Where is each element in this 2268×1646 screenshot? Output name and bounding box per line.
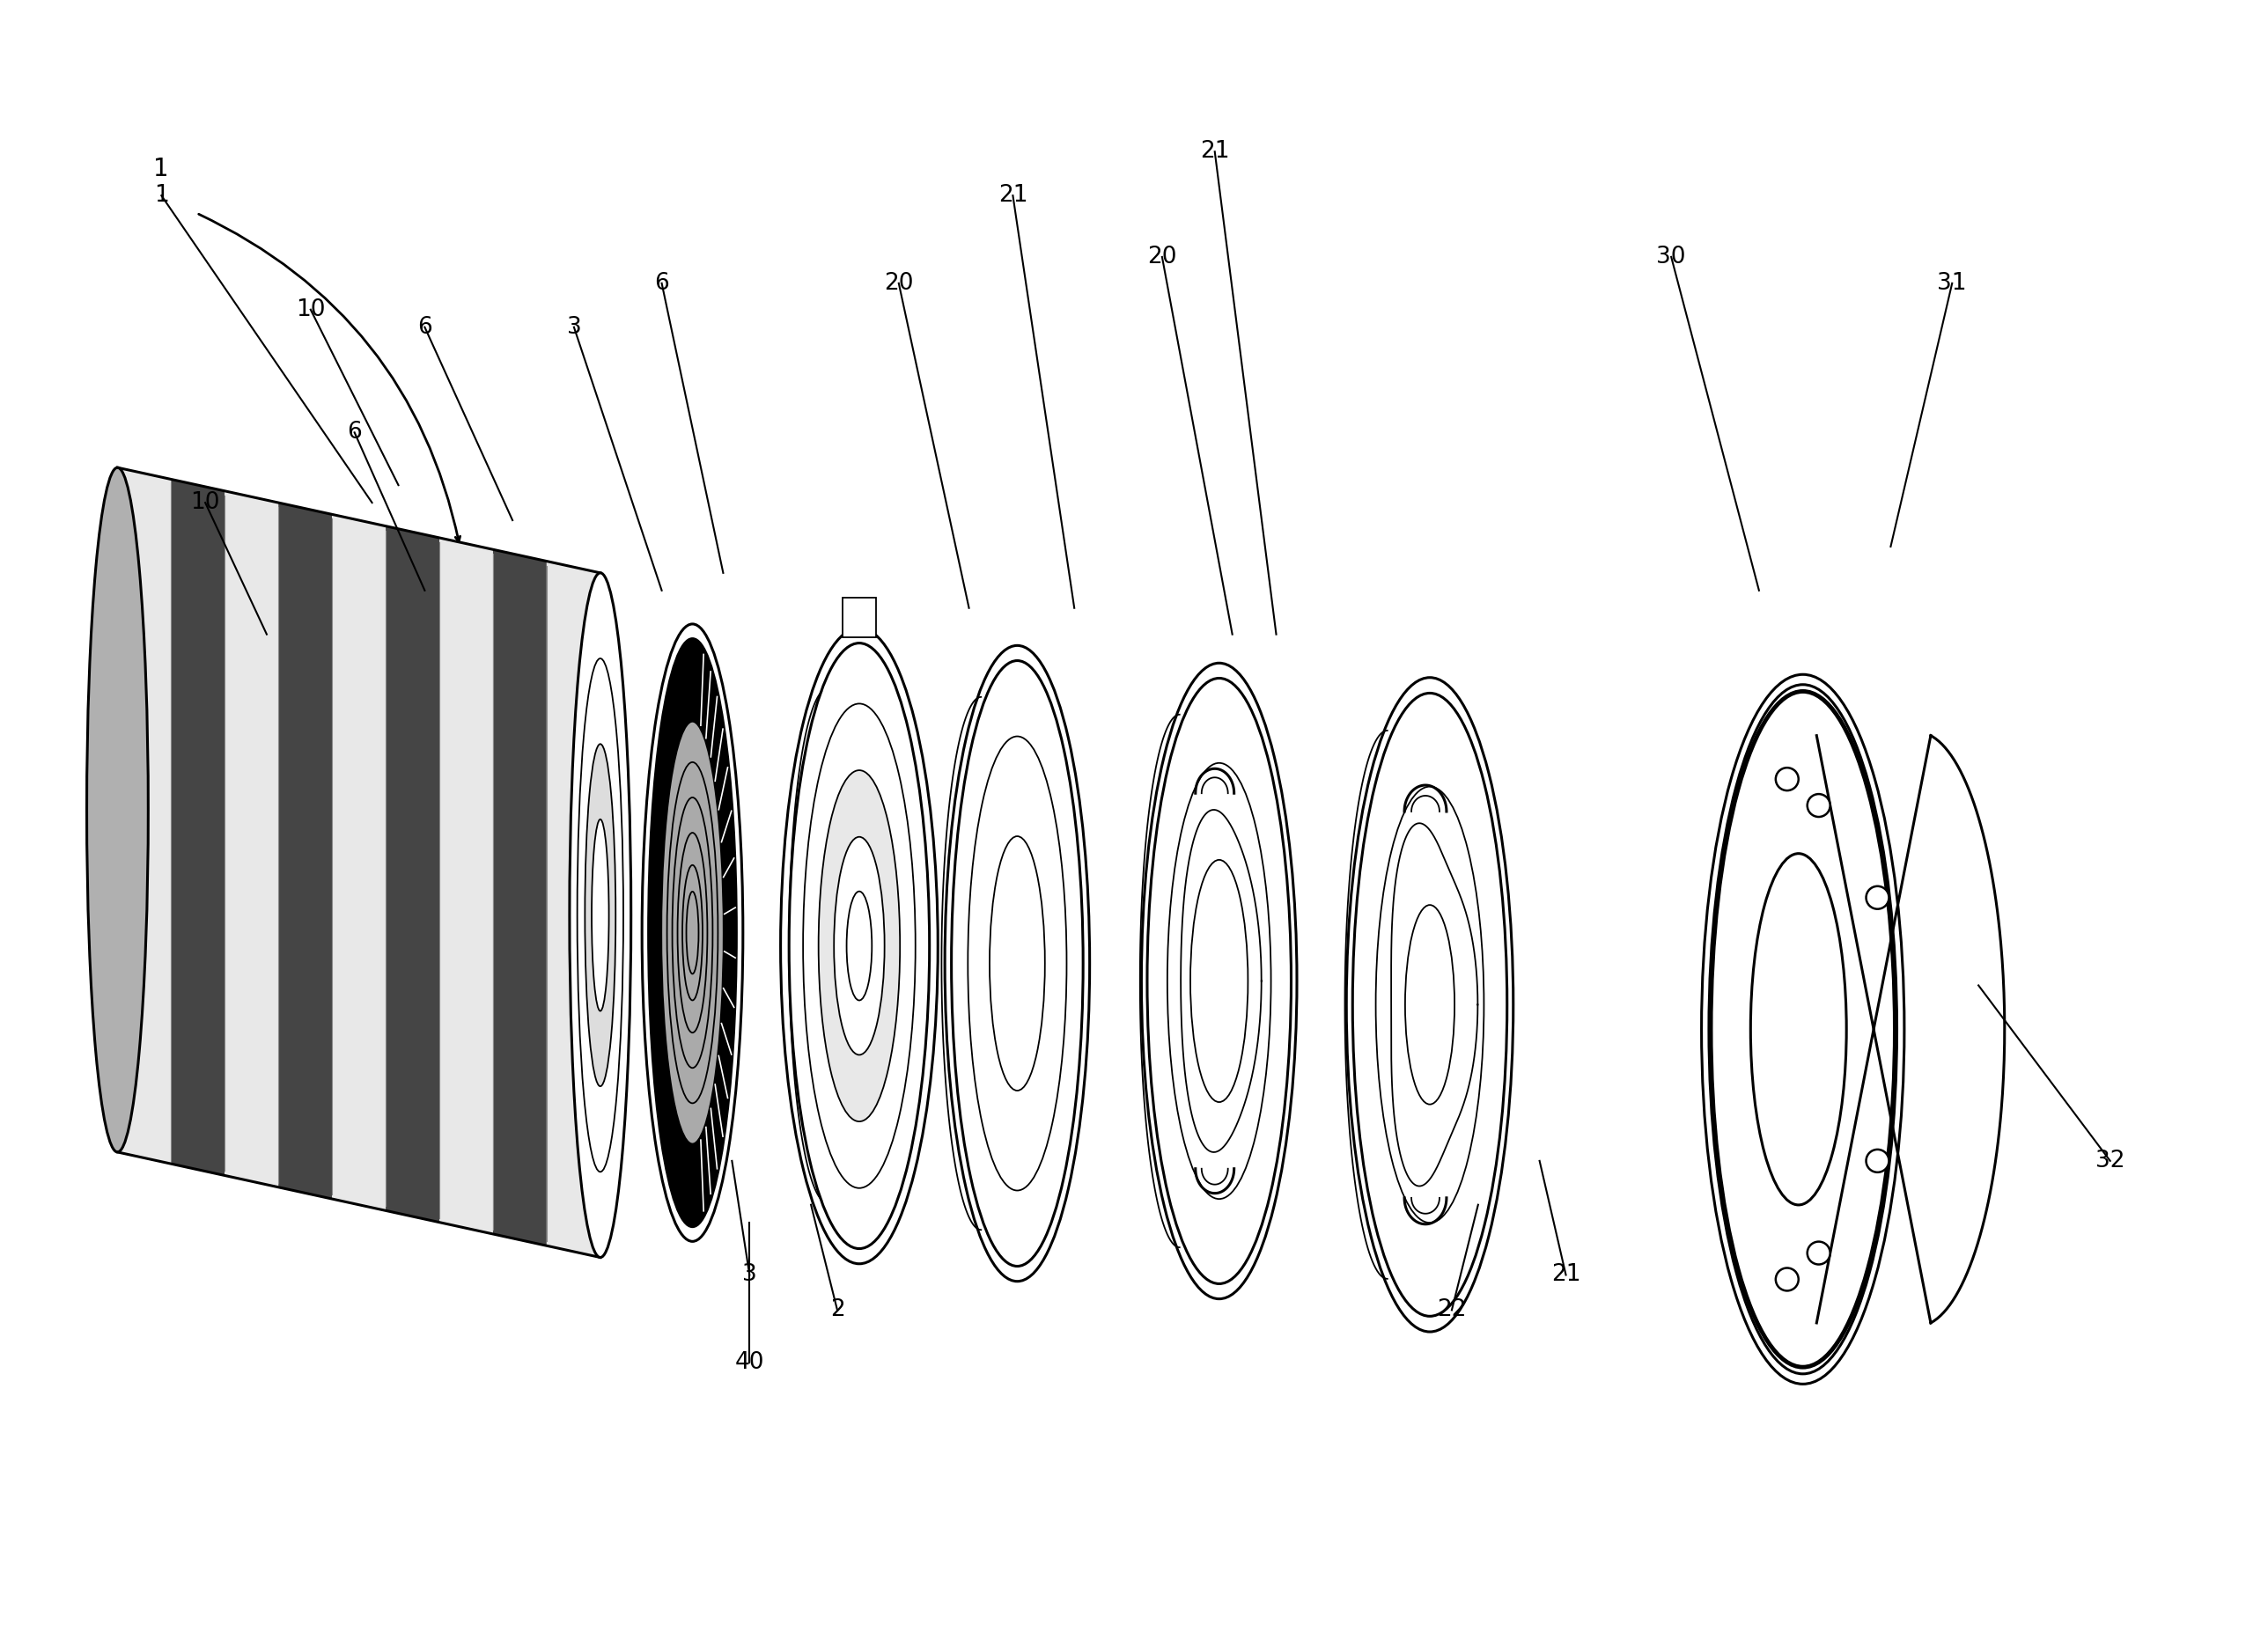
Ellipse shape [1751,854,1846,1205]
Polygon shape [386,527,440,1223]
Ellipse shape [1191,859,1247,1103]
Text: 10: 10 [295,298,324,321]
Ellipse shape [1776,767,1799,790]
Ellipse shape [660,721,723,1144]
Ellipse shape [846,892,871,1001]
Ellipse shape [1377,787,1483,1223]
Ellipse shape [649,639,737,1226]
Ellipse shape [1352,693,1506,1317]
Ellipse shape [1141,663,1297,1299]
Polygon shape [279,502,331,1198]
Text: 21: 21 [1200,140,1229,163]
Ellipse shape [1808,793,1830,816]
Ellipse shape [946,645,1089,1281]
Text: 31: 31 [1937,272,1966,295]
Polygon shape [225,491,279,1187]
Text: 20: 20 [1148,245,1177,268]
Text: 3: 3 [742,1264,758,1287]
Ellipse shape [585,744,615,1086]
Ellipse shape [989,836,1046,1091]
Polygon shape [440,538,492,1234]
Text: 22: 22 [1438,1299,1467,1322]
Polygon shape [547,561,601,1258]
Ellipse shape [86,467,147,1152]
Ellipse shape [1168,764,1270,1198]
Ellipse shape [592,820,608,1011]
Text: 40: 40 [735,1351,764,1374]
Text: 6: 6 [655,272,669,295]
Ellipse shape [1406,905,1454,1104]
FancyBboxPatch shape [844,597,875,637]
Text: 6: 6 [417,316,433,339]
Text: 1: 1 [154,184,168,207]
Text: 3: 3 [567,316,581,339]
Text: 21: 21 [998,184,1027,207]
Ellipse shape [968,736,1066,1190]
Ellipse shape [1710,691,1896,1368]
Ellipse shape [1867,1149,1889,1172]
Polygon shape [170,479,225,1175]
Text: 2: 2 [830,1299,844,1322]
Ellipse shape [950,660,1084,1266]
Ellipse shape [835,836,885,1055]
Ellipse shape [578,658,624,1172]
Ellipse shape [803,703,916,1188]
Ellipse shape [569,573,631,1258]
Polygon shape [331,515,386,1210]
Text: 32: 32 [2096,1149,2125,1172]
Ellipse shape [789,644,930,1249]
Text: 10: 10 [191,491,220,514]
Text: 30: 30 [1656,245,1685,268]
Ellipse shape [642,624,744,1241]
Ellipse shape [780,629,939,1264]
Ellipse shape [1776,1267,1799,1290]
Ellipse shape [1867,886,1889,909]
Ellipse shape [1347,678,1513,1332]
Ellipse shape [1148,678,1290,1284]
Text: 20: 20 [885,272,914,295]
Ellipse shape [1701,675,1905,1384]
Polygon shape [118,467,170,1164]
Text: 6: 6 [347,421,363,444]
Ellipse shape [819,770,900,1121]
Text: 21: 21 [1551,1264,1581,1287]
Text: 1: 1 [154,156,170,181]
Ellipse shape [1808,1241,1830,1264]
Polygon shape [492,550,547,1246]
